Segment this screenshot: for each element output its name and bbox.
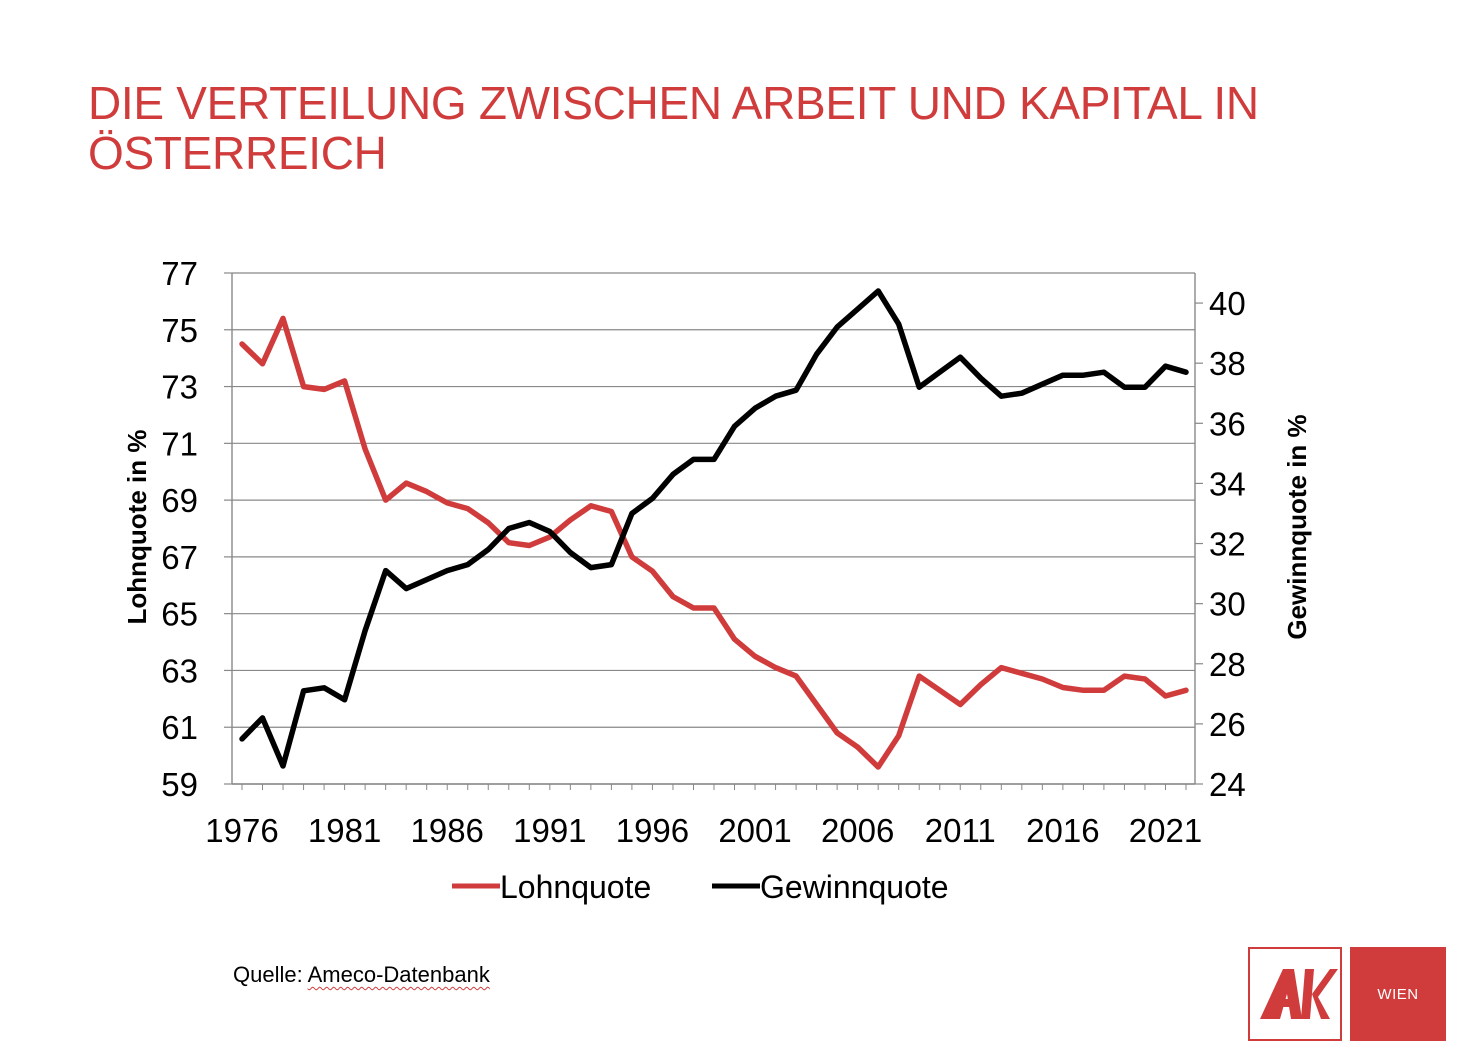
page-title: DIE VERTEILUNG ZWISCHEN ARBEIT UND KAPIT… bbox=[88, 77, 1259, 179]
y-tick-left-75: 75 bbox=[161, 312, 198, 349]
ak-logo bbox=[1248, 947, 1342, 1041]
x-tick-1996: 1996 bbox=[616, 812, 689, 849]
gridlines bbox=[232, 272, 1195, 785]
y-tick-left-63: 63 bbox=[161, 652, 198, 689]
x-tick-2021: 2021 bbox=[1129, 812, 1202, 849]
x-tick-2011: 2011 bbox=[925, 812, 996, 849]
y-tick-left-77: 77 bbox=[161, 255, 198, 292]
y-tick-right-36: 36 bbox=[1209, 405, 1246, 442]
x-tick-2006: 2006 bbox=[821, 812, 894, 849]
y-tick-left-71: 71 bbox=[161, 425, 198, 462]
y-tick-right-28: 28 bbox=[1209, 646, 1246, 683]
series-line-lohnquote bbox=[239, 315, 1189, 770]
source-label: Quelle: bbox=[233, 962, 308, 987]
tick-labels: 59 61 63 65 67 69 71 73 75 77 24 26 28 30 32 34 36 38 40 19… bbox=[161, 255, 1245, 849]
y-tick-right-24: 24 bbox=[1209, 766, 1246, 803]
y-axis-label-right: Gewinnquote in % bbox=[1282, 414, 1312, 639]
y-tick-left-73: 73 bbox=[161, 369, 198, 406]
series-line-gewinnquote bbox=[239, 288, 1189, 769]
y-tick-right-32: 32 bbox=[1209, 526, 1246, 563]
y-tick-left-61: 61 bbox=[161, 709, 198, 746]
legend: Lohnquote Gewinnquote bbox=[452, 869, 949, 905]
y-tick-right-26: 26 bbox=[1209, 706, 1246, 743]
y-tick-right-40: 40 bbox=[1209, 285, 1246, 322]
y-tick-left-65: 65 bbox=[161, 596, 198, 633]
wien-logo: WIEN bbox=[1350, 947, 1446, 1041]
source-name: Ameco-Datenbank bbox=[307, 962, 490, 987]
y-tick-left-67: 67 bbox=[161, 539, 198, 576]
x-tick-1991: 1991 bbox=[513, 812, 586, 849]
legend-label-gewinnquote: Gewinnquote bbox=[760, 869, 949, 905]
y-tick-right-38: 38 bbox=[1209, 345, 1246, 382]
y-tick-right-34: 34 bbox=[1209, 465, 1246, 502]
x-tick-1976: 1976 bbox=[205, 812, 278, 849]
axes bbox=[224, 272, 1203, 790]
x-tick-1981: 1981 bbox=[308, 812, 381, 849]
y-tick-right-30: 30 bbox=[1209, 586, 1246, 623]
legend-label-lohnquote: Lohnquote bbox=[500, 869, 651, 905]
y-axis-label-left: Lohnquote in % bbox=[122, 430, 152, 625]
x-tick-2016: 2016 bbox=[1026, 812, 1099, 849]
y-tick-left-69: 69 bbox=[161, 482, 198, 519]
x-tick-2001: 2001 bbox=[718, 812, 791, 849]
ak-logo-mark bbox=[1260, 969, 1338, 1019]
series-lines bbox=[239, 288, 1189, 770]
source-note: Quelle: Ameco-Datenbank bbox=[233, 962, 490, 988]
x-tick-1986: 1986 bbox=[411, 812, 484, 849]
y-tick-left-59: 59 bbox=[161, 766, 198, 803]
chart: 59 61 63 65 67 69 71 73 75 77 24 26 28 30 32 34 36 38 40 19… bbox=[122, 255, 1312, 905]
